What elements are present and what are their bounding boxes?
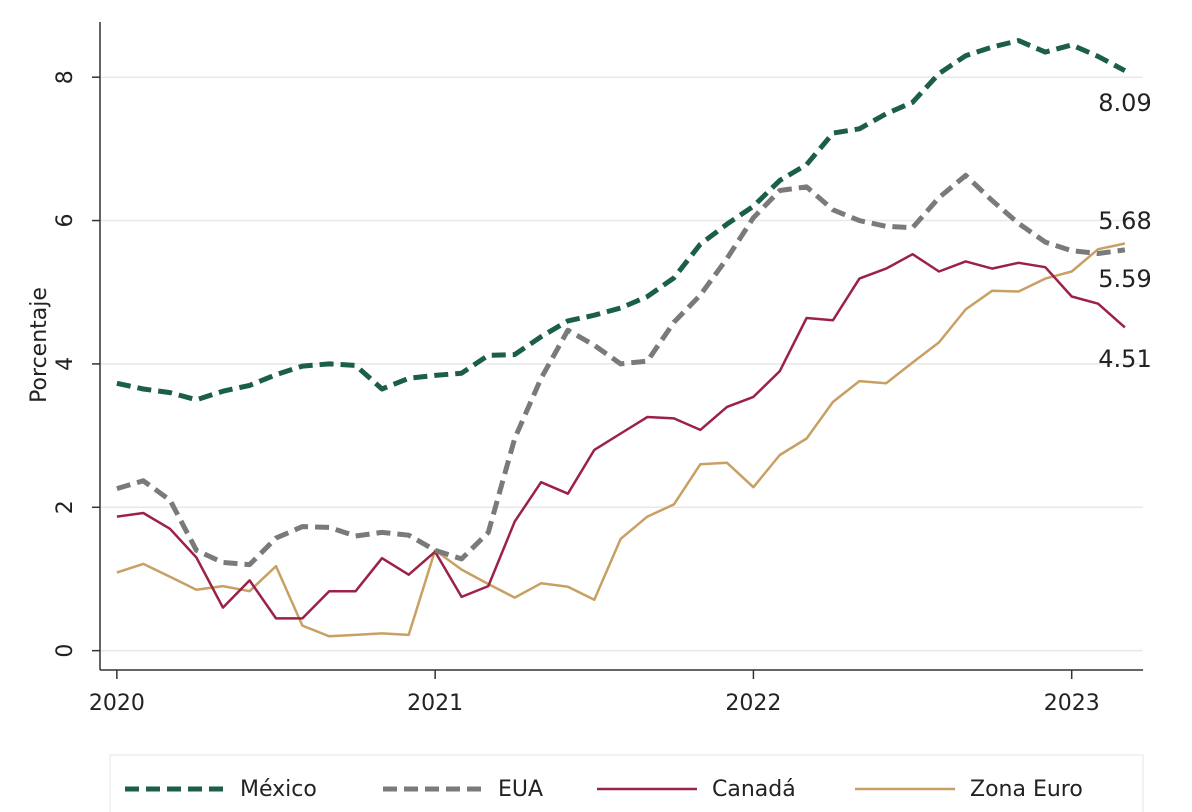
- x-tick-label: 2021: [407, 691, 463, 716]
- y-tick-label: 4: [53, 357, 78, 371]
- end-label: 5.68: [1098, 207, 1151, 235]
- legend-label: México: [240, 777, 317, 802]
- x-tick-label: 2022: [725, 691, 781, 716]
- y-axis-label: Porcentaje: [27, 287, 52, 403]
- y-tick-label: 6: [53, 214, 78, 228]
- line-series: [116, 172, 1126, 568]
- line-series: [116, 252, 1126, 620]
- y-tick-label: 8: [53, 70, 78, 84]
- y-tick-label: 2: [53, 500, 78, 514]
- x-tick-label: 2020: [89, 691, 145, 716]
- end-label: 8.09: [1098, 89, 1151, 117]
- y-tick-label: 0: [53, 644, 78, 658]
- legend-label: Zona Euro: [970, 777, 1083, 802]
- line-series: [116, 242, 1126, 638]
- line-series: [116, 38, 1127, 403]
- legend-label: EUA: [498, 777, 543, 802]
- x-tick-label: 2023: [1044, 691, 1100, 716]
- legend-box: [109, 754, 1144, 812]
- end-label: 4.51: [1098, 345, 1151, 373]
- end-label: 5.59: [1098, 265, 1151, 293]
- legend-label: Canadá: [712, 777, 796, 802]
